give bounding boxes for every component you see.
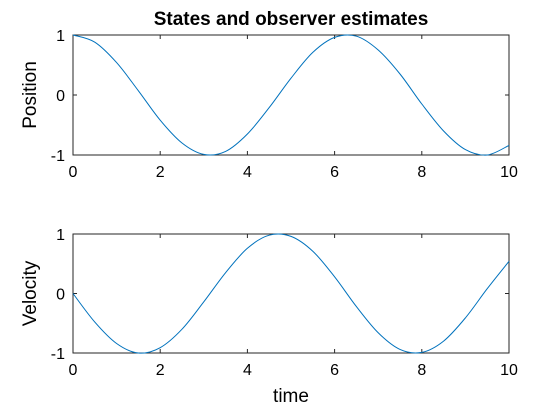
x-tick-label: 10	[500, 362, 518, 379]
y-axis-label: Velocity	[20, 260, 41, 326]
x-tick-label: 8	[417, 164, 426, 181]
plot-area-box	[72, 34, 510, 156]
x-tick-label: 10	[500, 164, 518, 181]
y-tick-label: 1	[56, 227, 65, 244]
x-axis-label: time	[273, 386, 309, 407]
x-tick-label: 0	[69, 362, 78, 379]
y-tick-label: -1	[51, 346, 65, 363]
x-tick-label: 6	[330, 164, 339, 181]
x-tick-label: 4	[243, 362, 252, 379]
y-tick-label: -1	[51, 148, 65, 165]
x-tick-label: 8	[417, 362, 426, 379]
x-tick-label: 6	[330, 362, 339, 379]
x-tick-label: 2	[156, 164, 165, 181]
x-tick-label: 0	[69, 164, 78, 181]
x-tick-label: 4	[243, 164, 252, 181]
plot-area-box	[72, 233, 510, 354]
y-tick-label: 0	[56, 88, 65, 105]
y-tick-label: 1	[56, 28, 65, 45]
series-line	[72, 34, 510, 156]
y-tick-label: 0	[56, 287, 65, 304]
chart-title: States and observer estimates	[154, 9, 429, 30]
x-tick-label: 2	[156, 362, 165, 379]
series-line	[72, 233, 510, 354]
y-axis-label: Position	[20, 61, 41, 129]
